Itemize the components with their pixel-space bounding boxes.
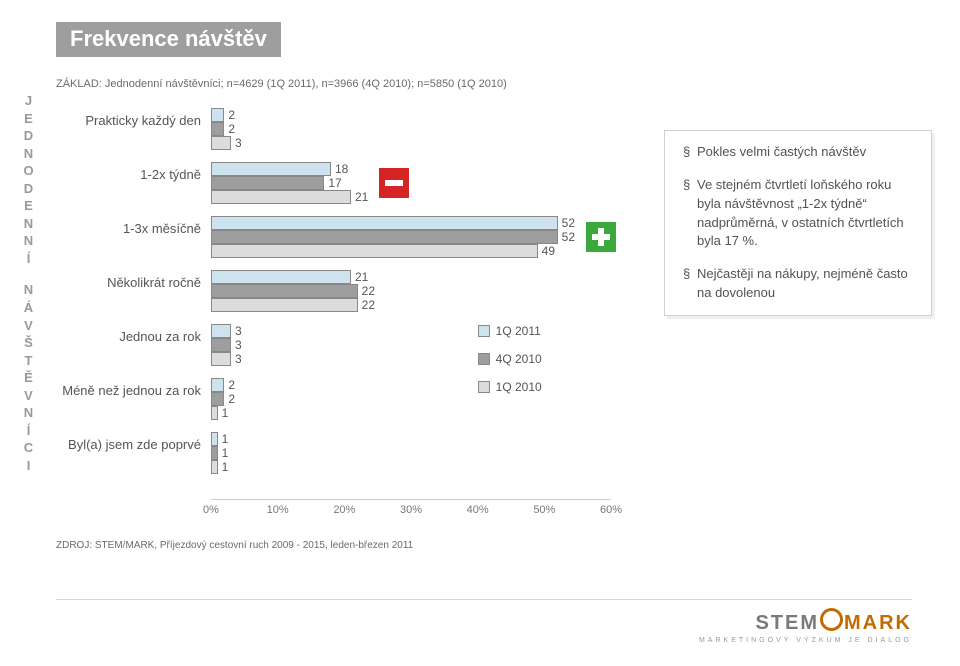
bar xyxy=(211,108,224,122)
plus-icon xyxy=(586,222,616,252)
bar-value: 21 xyxy=(355,190,368,204)
bar-value: 1 xyxy=(222,432,229,446)
bar xyxy=(211,460,218,474)
bar-value: 52 xyxy=(562,230,575,244)
logo: STEM MARK MARKETINGOVÝ VÝZKUM JE DIALOG xyxy=(699,608,912,644)
bar-value: 1 xyxy=(222,406,229,420)
legend-item: 1Q 2011 xyxy=(478,324,568,338)
x-axis-tick: 40% xyxy=(467,504,489,516)
legend-item: 4Q 2010 xyxy=(478,352,568,366)
legend-label: 1Q 2010 xyxy=(496,380,542,394)
logo-tagline: MARKETINGOVÝ VÝZKUM JE DIALOG xyxy=(699,637,912,644)
chart-source: ZDROJ: STEM/MARK, Příjezdový cestovní ru… xyxy=(56,540,413,551)
bar xyxy=(211,324,231,338)
x-axis-tick: 10% xyxy=(267,504,289,516)
bar-value: 22 xyxy=(362,284,375,298)
legend-item: 1Q 2010 xyxy=(478,380,568,394)
x-axis-tick: 0% xyxy=(203,504,219,516)
bar xyxy=(211,352,231,366)
bar-value: 3 xyxy=(235,136,242,150)
bar-value: 2 xyxy=(228,122,235,136)
bar-value: 3 xyxy=(235,352,242,366)
bar xyxy=(211,244,538,258)
category-label: Několikrát ročně xyxy=(56,276,201,291)
category-label: 1-3x měsíčně xyxy=(56,222,201,237)
logo-brand: STEM MARK xyxy=(699,608,912,635)
bar-value: 3 xyxy=(235,338,242,352)
x-axis-tick: 50% xyxy=(533,504,555,516)
category-label: Jednou za rok xyxy=(56,330,201,345)
bar-value: 22 xyxy=(362,298,375,312)
bar xyxy=(211,136,231,150)
bar xyxy=(211,190,351,204)
x-axis-tick: 20% xyxy=(333,504,355,516)
bar xyxy=(211,446,218,460)
insight-item: Pokles velmi častých návštěv xyxy=(685,143,917,162)
bar xyxy=(211,432,218,446)
logo-ring-icon xyxy=(820,608,843,631)
x-axis-tick: 30% xyxy=(400,504,422,516)
page-title: Frekvence návštěv xyxy=(56,22,281,57)
bar-value: 1 xyxy=(222,460,229,474)
bar-value: 3 xyxy=(235,324,242,338)
bar-value: 21 xyxy=(355,270,368,284)
logo-text-left: STEM xyxy=(755,612,819,634)
bar xyxy=(211,162,331,176)
category-label: Prakticky každý den xyxy=(56,114,201,129)
bar xyxy=(211,338,231,352)
bar-value: 17 xyxy=(328,176,341,190)
category-label: 1-2x týdně xyxy=(56,168,201,183)
legend-swatch xyxy=(478,381,490,393)
bar xyxy=(211,176,324,190)
vertical-label: JEDNODENNÍNÁVŠTĚVNÍCI xyxy=(22,92,36,474)
insight-list: Pokles velmi častých návštěv Ve stejném č… xyxy=(685,143,917,303)
bar-value: 52 xyxy=(562,216,575,230)
bar xyxy=(211,298,358,312)
legend-label: 1Q 2011 xyxy=(496,324,541,338)
bar-chart: 0%10%20%30%40%50%60%22318172152524921222… xyxy=(56,104,612,534)
insight-box: Pokles velmi častých návštěv Ve stejném č… xyxy=(664,130,932,316)
slide: JEDNODENNÍNÁVŠTĚVNÍCI Frekvence návštěv … xyxy=(0,0,960,666)
bar-value: 49 xyxy=(542,244,555,258)
bar xyxy=(211,270,351,284)
bar-value: 2 xyxy=(228,108,235,122)
bar xyxy=(211,284,358,298)
chart-subtitle: ZÁKLAD: Jednodenní návštěvníci; n=4629 (… xyxy=(56,78,507,90)
bar-value: 18 xyxy=(335,162,348,176)
logo-text-right: MARK xyxy=(844,612,912,634)
insight-item: Nejčastěji na nákupy, nejméně často na d… xyxy=(685,265,917,303)
bar xyxy=(211,216,558,230)
category-label: Méně než jednou za rok xyxy=(56,384,201,399)
divider xyxy=(56,599,912,600)
bar xyxy=(211,392,224,406)
bar xyxy=(211,378,224,392)
legend-label: 4Q 2010 xyxy=(496,352,542,366)
bar xyxy=(211,406,218,420)
bar-value: 1 xyxy=(222,446,229,460)
legend-swatch xyxy=(478,353,490,365)
chart-plot: 0%10%20%30%40%50%60%22318172152524921222… xyxy=(211,104,611,500)
bar-value: 2 xyxy=(228,392,235,406)
insight-item: Ve stejném čtvrtletí loňského roku byla … xyxy=(685,176,917,251)
bar-value: 2 xyxy=(228,378,235,392)
minus-icon xyxy=(379,168,409,198)
x-axis-line xyxy=(211,499,611,500)
legend-swatch xyxy=(478,325,490,337)
x-axis-tick: 60% xyxy=(600,504,622,516)
bar xyxy=(211,230,558,244)
category-label: Byl(a) jsem zde poprvé xyxy=(56,438,201,453)
bar xyxy=(211,122,224,136)
chart-legend: 1Q 2011 4Q 2010 1Q 2010 xyxy=(478,324,568,408)
